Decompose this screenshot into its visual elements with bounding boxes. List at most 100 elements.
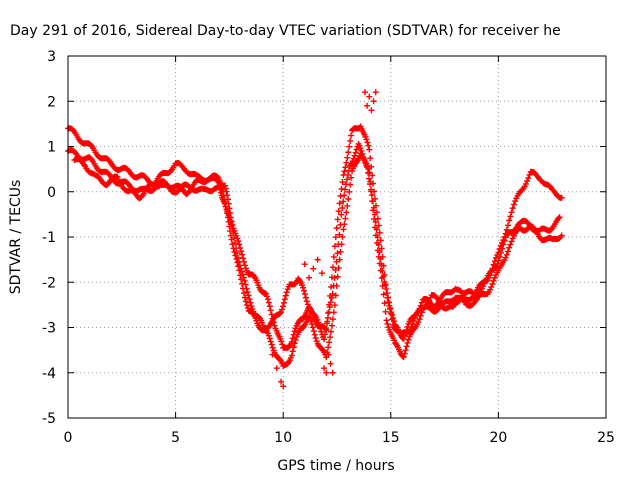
- data-point: [408, 324, 415, 331]
- data-point: [351, 152, 358, 159]
- data-point: [336, 200, 343, 207]
- data-point: [288, 352, 295, 359]
- data-point: [323, 369, 330, 376]
- y-axis-label: SDTVAR / TECUs: [8, 180, 24, 295]
- data-point: [366, 146, 373, 153]
- data-point: [404, 339, 411, 346]
- data-point: [510, 201, 517, 208]
- series-track-c: [71, 140, 563, 343]
- data-point: [370, 98, 377, 105]
- data-point: [237, 265, 244, 272]
- data-point: [291, 328, 298, 335]
- data-point: [335, 264, 342, 271]
- data-point: [375, 241, 382, 248]
- x-tick-label: 5: [171, 430, 180, 446]
- data-point: [301, 287, 308, 294]
- data-point: [525, 175, 532, 182]
- data-point: [379, 268, 386, 275]
- data-point: [348, 132, 355, 139]
- data-point: [509, 235, 516, 242]
- x-tick-label: 25: [597, 430, 615, 446]
- data-point: [345, 196, 352, 203]
- data-point: [401, 350, 408, 357]
- data-point: [522, 180, 529, 187]
- data-point: [343, 159, 350, 166]
- data-point: [339, 179, 346, 186]
- data-point: [263, 293, 270, 300]
- data-point: [281, 296, 288, 303]
- data-point: [366, 169, 373, 176]
- data-point: [415, 319, 422, 326]
- data-point: [342, 215, 349, 222]
- data-point: [337, 248, 344, 255]
- data-point: [318, 328, 325, 335]
- spike-cluster-1: [269, 351, 287, 390]
- y-tick-label: -2: [42, 275, 56, 291]
- data-point: [256, 314, 263, 321]
- data-point: [387, 305, 394, 312]
- data-point: [385, 324, 392, 331]
- data-point: [311, 331, 318, 338]
- data-point: [302, 294, 309, 301]
- data-point: [280, 299, 287, 306]
- data-point: [365, 170, 372, 177]
- data-point: [278, 378, 285, 385]
- y-tick-label: -4: [42, 366, 56, 382]
- data-point: [364, 164, 371, 171]
- data-point: [347, 137, 354, 144]
- data-point: [331, 274, 338, 281]
- data-point: [364, 139, 371, 146]
- data-point: [403, 343, 410, 350]
- data-point: [330, 309, 337, 316]
- data-point: [301, 291, 308, 298]
- spike-cluster-2: [321, 351, 336, 376]
- data-point: [344, 202, 351, 209]
- data-point: [323, 326, 330, 333]
- data-point: [238, 248, 245, 255]
- data-point: [324, 314, 331, 321]
- data-point: [221, 196, 228, 203]
- data-point: [337, 221, 344, 228]
- data-point: [331, 302, 338, 309]
- data-point: [222, 200, 229, 207]
- x-tick-label: 10: [274, 430, 292, 446]
- data-point: [400, 335, 407, 342]
- x-axis-label: GPS time / hours: [277, 458, 394, 474]
- data-point: [289, 348, 296, 355]
- data-point: [279, 303, 286, 310]
- data-point: [243, 302, 250, 309]
- data-point: [377, 237, 384, 244]
- data-point: [374, 234, 381, 241]
- data-point: [512, 198, 519, 205]
- data-point: [328, 294, 335, 301]
- data-point: [325, 344, 332, 351]
- data-point: [226, 214, 233, 221]
- data-point: [417, 312, 424, 319]
- data-point: [329, 369, 336, 376]
- data-point: [230, 229, 237, 236]
- data-point: [323, 320, 330, 327]
- data-point: [334, 273, 341, 280]
- data-point: [488, 284, 495, 291]
- data-point: [226, 205, 233, 212]
- data-point: [279, 306, 286, 313]
- data-point: [400, 353, 407, 360]
- data-point: [236, 262, 243, 269]
- data-point: [361, 157, 368, 164]
- data-point: [381, 278, 388, 285]
- data-point: [232, 240, 239, 247]
- data-point: [331, 243, 338, 250]
- data-point: [499, 245, 506, 252]
- data-point: [291, 340, 298, 347]
- data-point: [301, 261, 308, 268]
- data-point: [332, 266, 339, 273]
- data-point: [555, 215, 562, 222]
- data-point: [363, 136, 370, 143]
- x-tick-label: 15: [382, 430, 400, 446]
- data-point: [219, 188, 226, 195]
- data-point: [273, 365, 280, 372]
- data-point: [380, 291, 387, 298]
- data-point: [337, 193, 344, 200]
- data-point: [318, 270, 325, 277]
- data-point: [346, 143, 353, 150]
